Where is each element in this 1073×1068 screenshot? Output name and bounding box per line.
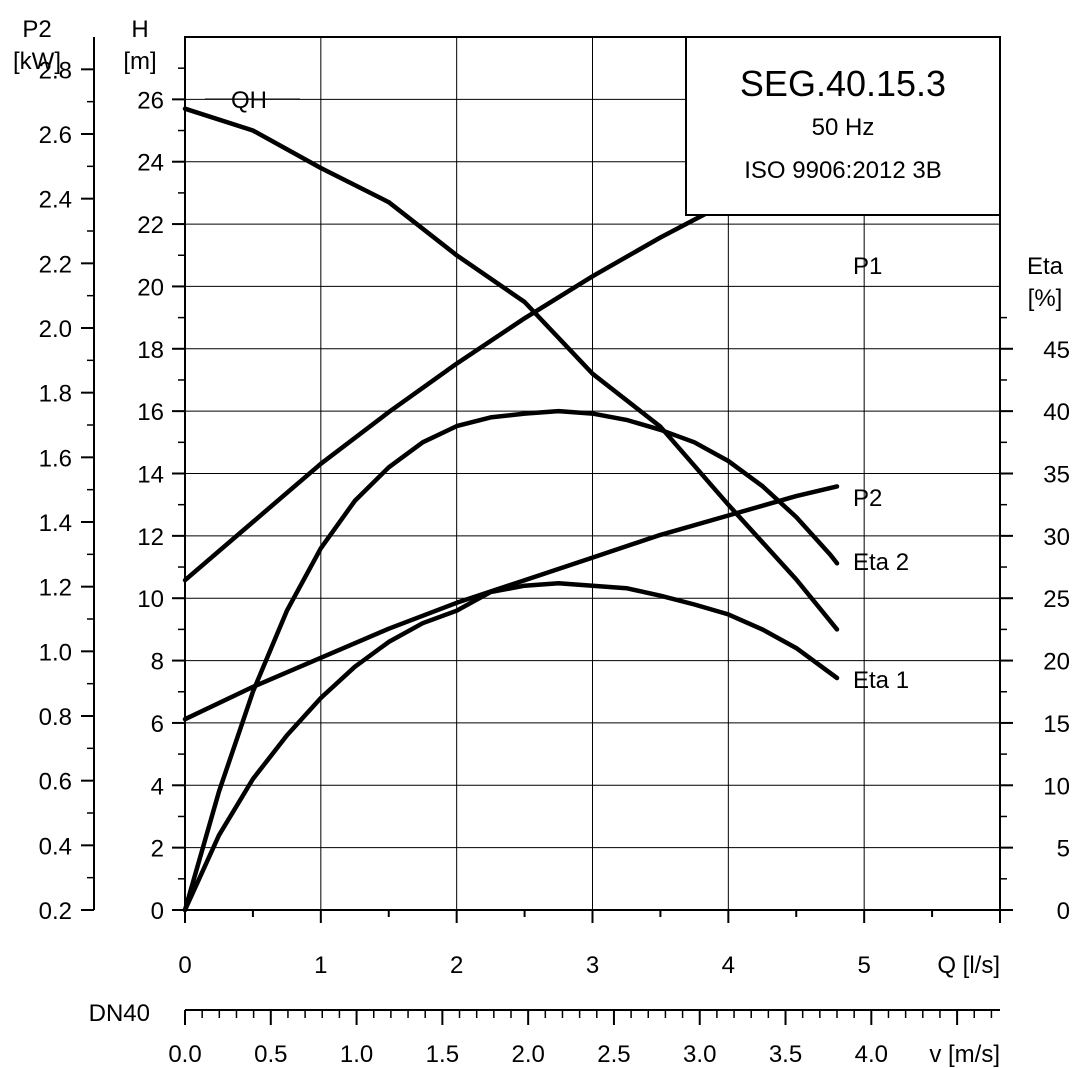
series-label-qh: QH <box>231 87 267 114</box>
h-tick-label: 18 <box>137 337 164 364</box>
eta-tick-label: 0 <box>1057 898 1070 925</box>
series-eta-2 <box>182 408 840 913</box>
h-tick-label: 12 <box>137 524 164 551</box>
p2-tick-label: 1.0 <box>39 639 72 666</box>
p2-tick-label: 1.4 <box>39 510 72 537</box>
h-tick-label: 26 <box>137 87 164 114</box>
h-tick-label: 4 <box>151 773 164 800</box>
eta-axis-label: Eta <box>1027 253 1064 280</box>
velocity-tick-label: 2.5 <box>597 1041 630 1068</box>
q-tick-label: 0 <box>178 952 191 979</box>
h-tick-label: 8 <box>151 649 164 676</box>
h-tick-label: 24 <box>137 150 164 177</box>
velocity-tick-label: 0.0 <box>168 1041 201 1068</box>
eta-tick-label: 45 <box>1043 337 1070 364</box>
h-axis-label: H <box>131 16 148 43</box>
h-tick-label: 16 <box>137 399 164 426</box>
h-tick-label: 14 <box>137 462 164 489</box>
eta-tick-label: 40 <box>1043 399 1070 426</box>
p2-tick-label: 2.0 <box>39 316 72 343</box>
p2-tick-label: 2.6 <box>39 122 72 149</box>
q-tick-label: 2 <box>450 952 463 979</box>
eta-tick-label: 10 <box>1043 773 1070 800</box>
p2-tick-label: 2.8 <box>39 57 72 84</box>
frequency: 50 Hz <box>812 114 875 141</box>
eta-tick-label: 35 <box>1043 462 1070 489</box>
velocity-axis-name: DN40 <box>89 1000 150 1027</box>
h-axis-unit: [m] <box>123 48 156 75</box>
eta-tick-label: 25 <box>1043 586 1070 613</box>
series-label-eta-2: Eta 2 <box>853 549 909 576</box>
velocity-axis-label: v [m/s] <box>929 1041 1000 1068</box>
velocity-tick-label: 4.0 <box>855 1041 888 1068</box>
velocity-tick-label: 3.0 <box>683 1041 716 1068</box>
p2-tick-label: 1.8 <box>39 381 72 408</box>
title-box-frame <box>685 36 1001 216</box>
h-tick-label: 20 <box>137 274 164 301</box>
axes: 0.2 0.4 0.6 0.8 1.0 1.2 1.4 1.6 1.8 2.0 2.2 2.4 2.6 2… <box>39 37 1070 1068</box>
p2-tick-label: 2.2 <box>39 251 72 278</box>
eta-tick-label: 30 <box>1043 524 1070 551</box>
p2-tick-label: 0.2 <box>39 898 72 925</box>
h-tick-label: 0 <box>151 898 164 925</box>
eta-tick-label: 20 <box>1043 649 1070 676</box>
p2-tick-label: 1.2 <box>39 575 72 602</box>
p2-axis-unit: [kW] <box>13 48 61 75</box>
series-label-p1: P1 <box>853 253 882 280</box>
q-tick-label: 5 <box>857 952 870 979</box>
h-tick-label: 22 <box>137 212 164 239</box>
series-eta-1 <box>182 580 840 913</box>
velocity-tick-label: 0.5 <box>254 1041 287 1068</box>
h-tick-label: 10 <box>137 586 164 613</box>
q-axis-label: Q [l/s] <box>937 952 1000 979</box>
h-tick-label: 6 <box>151 711 164 738</box>
series-label-eta-1: Eta 1 <box>853 667 909 694</box>
velocity-tick-label: 1.5 <box>426 1041 459 1068</box>
p2-tick-label: 2.4 <box>39 187 72 214</box>
h-tick-label: 2 <box>151 836 164 863</box>
model-name: SEG.40.15.3 <box>740 63 946 104</box>
title-box: SEG.40.15.3 50 Hz ISO 9906:2012 3B <box>685 36 1001 216</box>
p2-tick-label: 1.6 <box>39 445 72 472</box>
series-p2 <box>182 484 840 722</box>
eta-tick-label: 15 <box>1043 711 1070 738</box>
velocity-tick-label: 1.0 <box>340 1041 373 1068</box>
q-tick-label: 4 <box>722 952 735 979</box>
series-label-p2: P2 <box>853 485 882 512</box>
eta-axis-unit: [%] <box>1028 285 1063 312</box>
p2-axis-label: P2 <box>22 16 51 43</box>
velocity-tick-label: 3.5 <box>769 1041 802 1068</box>
p2-tick-label: 0.6 <box>39 769 72 796</box>
velocity-tick-label: 2.0 <box>511 1041 544 1068</box>
p2-tick-label: 0.4 <box>39 833 72 860</box>
p2-tick-label: 0.8 <box>39 704 72 731</box>
standard: ISO 9906:2012 3B <box>744 157 941 184</box>
q-tick-label: 1 <box>314 952 327 979</box>
eta-tick-label: 5 <box>1057 836 1070 863</box>
series-qh <box>182 106 840 632</box>
q-tick-label: 3 <box>586 952 599 979</box>
